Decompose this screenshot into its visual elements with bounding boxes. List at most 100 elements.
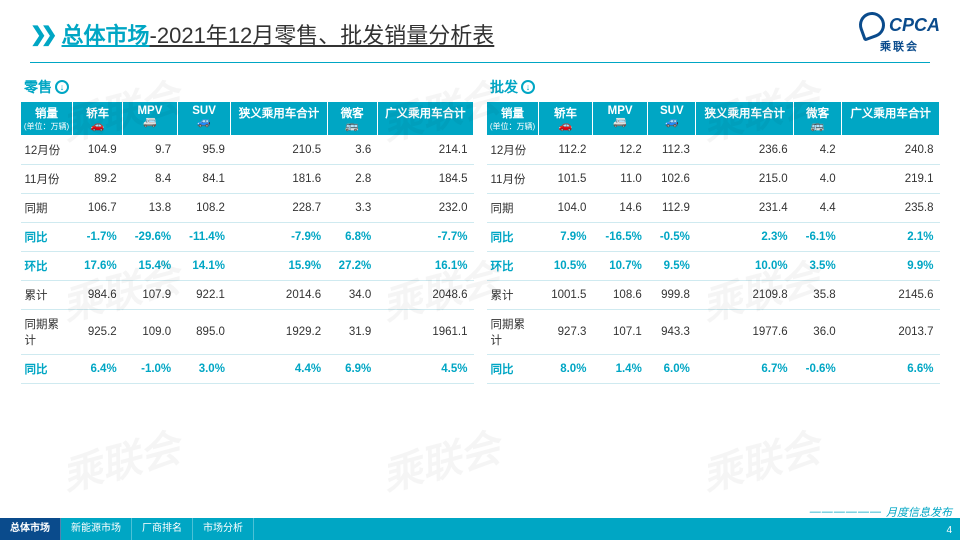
table-wholesale-body: 12月份112.212.2112.3236.64.2240.811月份101.5… <box>487 136 940 384</box>
cell: 107.1 <box>592 310 647 355</box>
col-header: 轿车🚗 <box>539 102 593 136</box>
cell: -6.1% <box>794 223 842 252</box>
cell: 9.7 <box>123 136 177 165</box>
table-row: 环比17.6%15.4%14.1%15.9%27.2%16.1% <box>21 252 474 281</box>
cell: 1.4% <box>592 355 647 384</box>
logo-text: CPCA <box>889 15 940 36</box>
row-label: 12月份 <box>487 136 539 165</box>
title-rest: -2021年12月零售、批发销量分析表 <box>150 23 495 48</box>
table-row: 环比10.5%10.7%9.5%10.0%3.5%9.9% <box>487 252 940 281</box>
logo-subtext: 乘联会 <box>859 38 940 54</box>
cell: 181.6 <box>231 165 327 194</box>
cell: 1977.6 <box>696 310 794 355</box>
table-row: 12月份104.99.795.9210.53.6214.1 <box>21 136 474 165</box>
panel-retail-title: 零售 ↓ <box>24 77 474 97</box>
cell: 214.1 <box>377 136 473 165</box>
cell: 927.3 <box>539 310 593 355</box>
cell: 8.0% <box>539 355 593 384</box>
table-row: 同期106.713.8108.2228.73.3232.0 <box>21 194 474 223</box>
cell: 925.2 <box>73 310 123 355</box>
cell: 11.0 <box>592 165 647 194</box>
col-header: SUV🚙 <box>648 102 696 136</box>
cell: 3.3 <box>327 194 377 223</box>
cell: 6.0% <box>648 355 696 384</box>
footer-bar: 总体市场新能源市场厂商排名市场分析 <box>0 518 960 540</box>
col-header: 广义乘用车合计 <box>842 102 940 136</box>
cell: 13.8 <box>123 194 177 223</box>
title-accent: 总体市场 <box>62 23 150 48</box>
col-header: 轿车🚗 <box>73 102 123 136</box>
row-label: 同比 <box>487 355 539 384</box>
cell: 231.4 <box>696 194 794 223</box>
cell: 108.2 <box>177 194 231 223</box>
cell: 6.6% <box>842 355 940 384</box>
cell: 895.0 <box>177 310 231 355</box>
footer-tab[interactable]: 新能源市场 <box>61 518 132 540</box>
cell: 232.0 <box>377 194 473 223</box>
cell: 106.7 <box>73 194 123 223</box>
cell: 10.0% <box>696 252 794 281</box>
cell: 2.8 <box>327 165 377 194</box>
col-header: SUV🚙 <box>177 102 231 136</box>
cell: -7.7% <box>377 223 473 252</box>
cell: 89.2 <box>73 165 123 194</box>
cell: 15.4% <box>123 252 177 281</box>
table-retail: 销量(单位：万辆)轿车🚗MPV🚐SUV🚙狭义乘用车合计微客🚌广义乘用车合计 12… <box>20 101 474 384</box>
cell: 2109.8 <box>696 281 794 310</box>
cell: 2.1% <box>842 223 940 252</box>
cell: 109.0 <box>123 310 177 355</box>
cell: 984.6 <box>73 281 123 310</box>
cell: -29.6% <box>123 223 177 252</box>
cell: 10.7% <box>592 252 647 281</box>
table-wholesale-head: 销量(单位：万辆)轿车🚗MPV🚐SUV🚙狭义乘用车合计微客🚌广义乘用车合计 <box>487 102 940 136</box>
cell: 104.9 <box>73 136 123 165</box>
cell: 210.5 <box>231 136 327 165</box>
cell: 35.8 <box>794 281 842 310</box>
panel-wholesale-label: 批发 <box>490 77 518 97</box>
cell: 6.8% <box>327 223 377 252</box>
cell: 236.6 <box>696 136 794 165</box>
cell: -11.4% <box>177 223 231 252</box>
panel-wholesale-title: 批发 ↓ <box>490 77 940 97</box>
table-row: 累计984.6107.9922.12014.634.02048.6 <box>21 281 474 310</box>
cell: -1.7% <box>73 223 123 252</box>
table-row: 同期累计927.3107.1943.31977.636.02013.7 <box>487 310 940 355</box>
footer-tab[interactable]: 总体市场 <box>0 518 61 540</box>
cell: 108.6 <box>592 281 647 310</box>
row-label: 累计 <box>21 281 73 310</box>
slide-header: ❯❯ 总体市场-2021年12月零售、批发销量分析表 <box>0 0 960 58</box>
cell: 1001.5 <box>539 281 593 310</box>
col-header: MPV🚐 <box>592 102 647 136</box>
cell: 228.7 <box>231 194 327 223</box>
cell: 9.9% <box>842 252 940 281</box>
table-retail-head: 销量(单位：万辆)轿车🚗MPV🚐SUV🚙狭义乘用车合计微客🚌广义乘用车合计 <box>21 102 474 136</box>
cell: 27.2% <box>327 252 377 281</box>
page-title: 总体市场-2021年12月零售、批发销量分析表 <box>62 18 495 50</box>
cell: 9.5% <box>648 252 696 281</box>
cell: 1961.1 <box>377 310 473 355</box>
row-label: 环比 <box>487 252 539 281</box>
row-label: 11月份 <box>487 165 539 194</box>
cell: 922.1 <box>177 281 231 310</box>
col-header: 微客🚌 <box>327 102 377 136</box>
cell: 215.0 <box>696 165 794 194</box>
logo-block: CPCA 乘联会 <box>859 12 940 54</box>
table-row: 同比6.4%-1.0%3.0%4.4%6.9%4.5% <box>21 355 474 384</box>
table-wholesale: 销量(单位：万辆)轿车🚗MPV🚐SUV🚙狭义乘用车合计微客🚌广义乘用车合计 12… <box>486 101 940 384</box>
cell: 7.9% <box>539 223 593 252</box>
cell: 6.7% <box>696 355 794 384</box>
cell: 15.9% <box>231 252 327 281</box>
row-label: 同期累计 <box>487 310 539 355</box>
footer-tab[interactable]: 市场分析 <box>193 518 254 540</box>
row-label: 同比 <box>21 223 73 252</box>
table-row: 11月份101.511.0102.6215.04.0219.1 <box>487 165 940 194</box>
footer-tab[interactable]: 厂商排名 <box>132 518 193 540</box>
cell: 6.9% <box>327 355 377 384</box>
col-header: 销量(单位：万辆) <box>21 102 73 136</box>
page-number: 4 <box>946 525 952 536</box>
table-row: 累计1001.5108.6999.82109.835.82145.6 <box>487 281 940 310</box>
cell: 4.2 <box>794 136 842 165</box>
cell: 95.9 <box>177 136 231 165</box>
cell: 999.8 <box>648 281 696 310</box>
cell: 4.5% <box>377 355 473 384</box>
